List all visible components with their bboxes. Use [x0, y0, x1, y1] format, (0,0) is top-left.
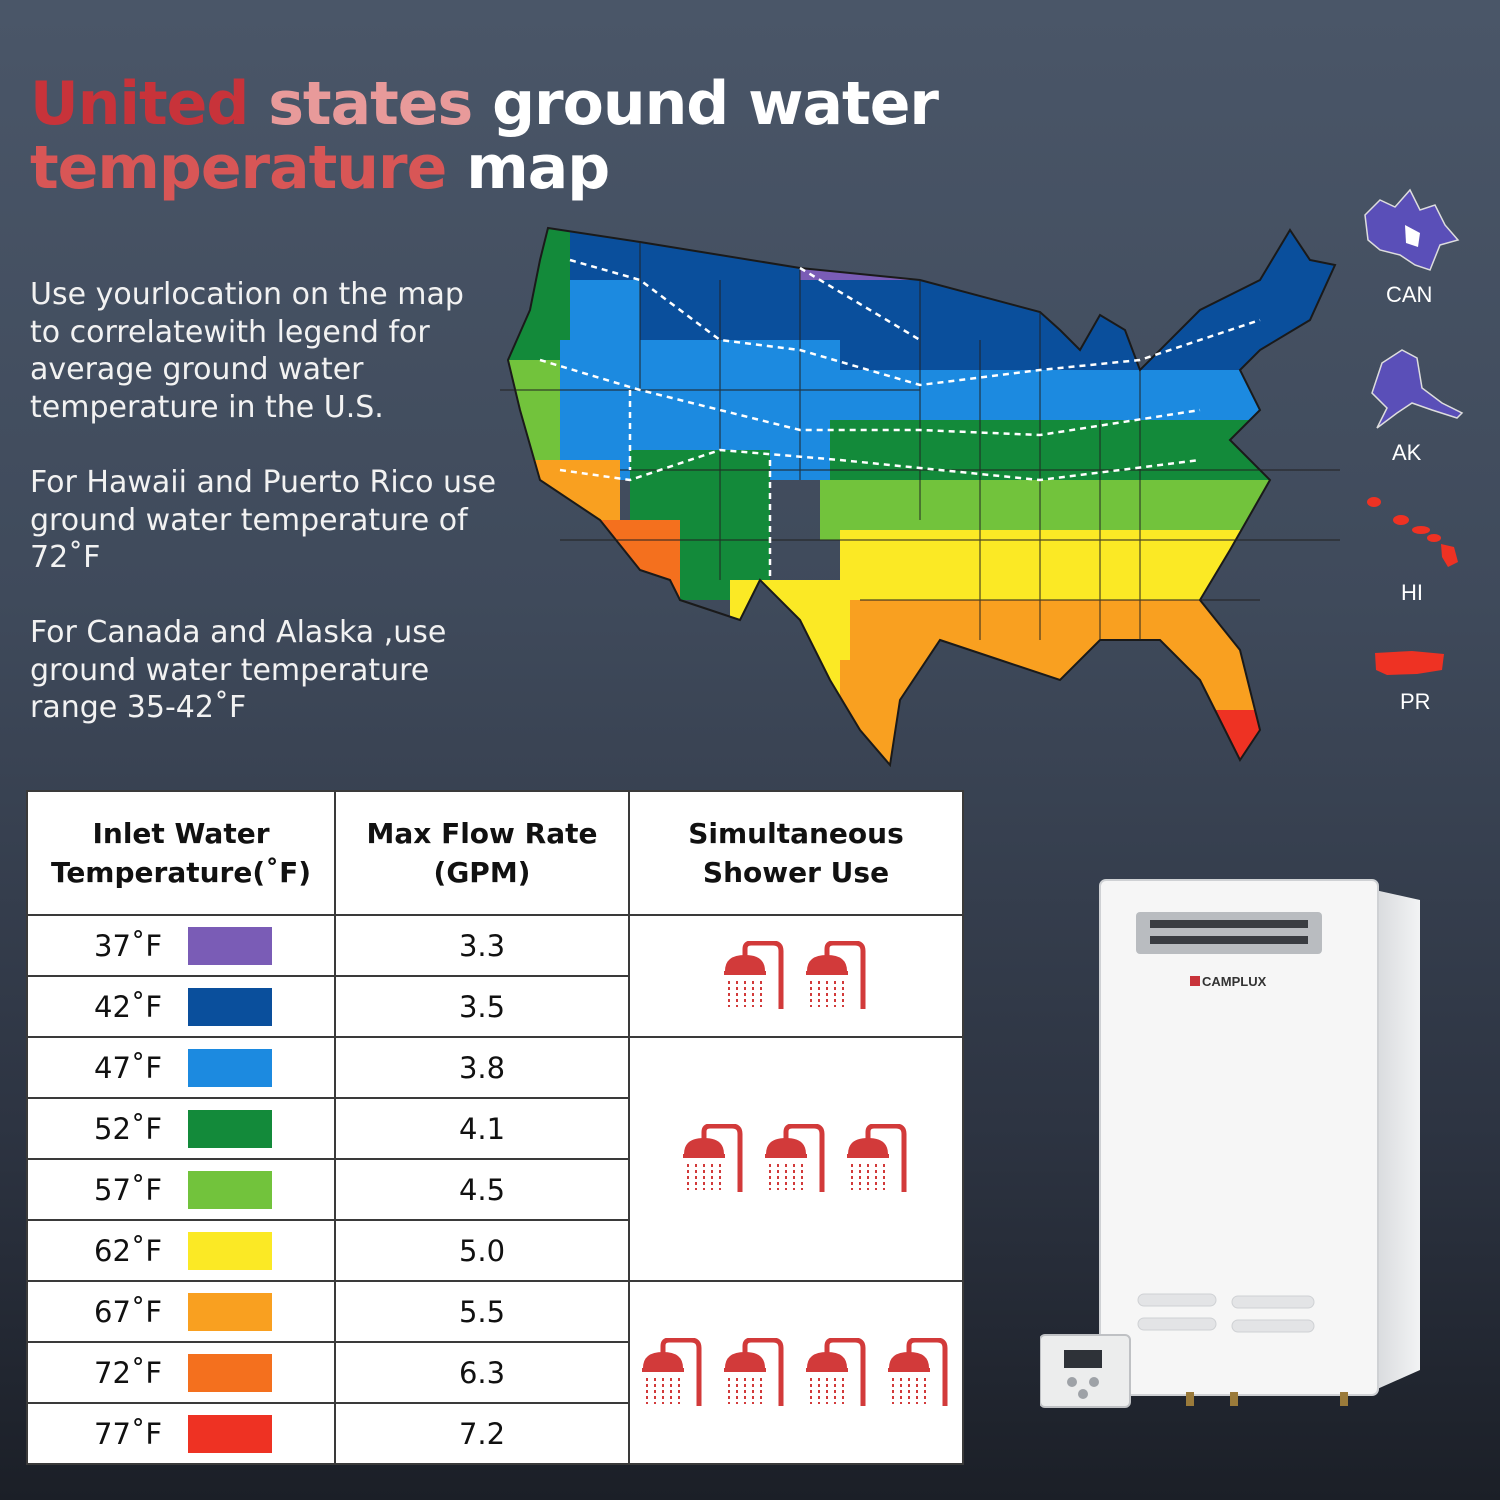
temp-color-swatch [188, 1353, 272, 1392]
shower-icon [765, 1124, 825, 1192]
shower-use-cell [628, 914, 964, 1038]
flow-rate-table: Inlet Water Temperature(˚F) Max Flow Rat… [26, 790, 964, 1465]
shower-icon [683, 1124, 743, 1192]
gpm-value: 5.0 [334, 1219, 630, 1282]
canada-map-icon [1364, 188, 1460, 271]
temp-color-swatch [188, 1231, 272, 1270]
temp-cell: 77˚F [26, 1402, 336, 1465]
table-header-row: Inlet Water Temperature(˚F) Max Flow Rat… [26, 790, 964, 916]
temp-color-swatch [188, 926, 272, 965]
title-part-4: temperature [30, 133, 447, 203]
temp-cell: 47˚F [26, 1036, 336, 1099]
header-shower-use: Simultaneous Shower Use [628, 790, 964, 916]
temp-value: 42˚F [94, 989, 163, 1024]
title-part-3: ground water [492, 69, 939, 139]
shower-icon-group [630, 941, 962, 1011]
temp-value: 62˚F [94, 1233, 163, 1268]
gpm-value: 4.5 [334, 1158, 630, 1221]
puerto-rico-map-icon [1375, 651, 1444, 675]
temp-value: 72˚F [94, 1355, 163, 1390]
temp-value: 77˚F [94, 1416, 163, 1451]
header-inlet-temp: Inlet Water Temperature(˚F) [26, 790, 336, 916]
temp-value: 47˚F [94, 1050, 163, 1085]
shower-icon-group [630, 1124, 962, 1194]
shower-icon [847, 1124, 907, 1192]
temp-cell: 52˚F [26, 1097, 336, 1160]
hawaii-label: HI [1401, 580, 1423, 605]
shower-icon [806, 1337, 866, 1406]
hawaii-pr-note: For Hawaii and Puerto Rico use ground wa… [30, 465, 497, 575]
shower-use-cell [628, 1280, 964, 1465]
table-row: 67˚F 5.5 [26, 1280, 964, 1465]
gpm-value: 7.2 [334, 1402, 630, 1465]
water-heater-image: CAMPLUX [1040, 879, 1420, 1408]
puerto-rico-label: PR [1400, 689, 1431, 714]
table-row: 72˚F 6.3 [26, 1341, 963, 1404]
title-part-2: states [268, 69, 473, 139]
shower-icon-group [630, 1337, 962, 1408]
us-temperature-map [500, 226, 1340, 768]
shower-icon [724, 941, 784, 1009]
temp-color-swatch [188, 1414, 272, 1453]
table-row: 77˚F 7.2 [26, 1402, 963, 1465]
gpm-value: 5.5 [334, 1280, 630, 1343]
shower-icon [642, 1337, 702, 1406]
gpm-value: 3.3 [334, 914, 630, 977]
temp-color-swatch [188, 987, 272, 1026]
shower-icon [806, 941, 866, 1009]
alaska-map-icon [1371, 349, 1464, 429]
gpm-value: 3.8 [334, 1036, 630, 1099]
temp-color-swatch [188, 1048, 272, 1087]
table-row: 52˚F 4.1 [26, 1097, 963, 1160]
controller-icon [1040, 1334, 1131, 1408]
temp-color-swatch [188, 1170, 272, 1209]
page-title: United states ground water temperature m… [30, 69, 939, 203]
canada-label: CAN [1386, 282, 1433, 307]
temp-color-swatch [188, 1109, 272, 1148]
temp-cell: 67˚F [26, 1280, 336, 1343]
temp-cell: 37˚F [26, 914, 336, 977]
gpm-value: 3.5 [334, 975, 630, 1038]
table-row: 62˚F 5.0 [26, 1219, 963, 1282]
shower-use-cell [628, 1036, 964, 1282]
shower-icon [888, 1337, 948, 1406]
table-row: 57˚F 4.5 [26, 1158, 963, 1221]
hawaii-map-icon [1367, 497, 1458, 567]
gpm-value: 6.3 [334, 1341, 630, 1404]
table-row: 47˚F 3.8 [26, 1036, 964, 1282]
temp-color-swatch [188, 1292, 272, 1331]
canada-alaska-note: For Canada and Alaska ,use ground water … [30, 615, 447, 725]
shower-icon [724, 1337, 784, 1406]
temp-value: 67˚F [94, 1294, 163, 1329]
brand-label: CAMPLUX [1202, 974, 1267, 989]
temp-value: 37˚F [94, 928, 163, 963]
title-part-5: map [466, 133, 610, 203]
instruction-paragraph: Use yourlocation on the map to correlate… [30, 277, 464, 425]
table-row: 37˚F 3.3 [26, 914, 964, 1038]
temp-cell: 72˚F [26, 1341, 336, 1404]
temp-value: 52˚F [94, 1111, 163, 1146]
temp-cell: 42˚F [26, 975, 336, 1038]
temp-cell: 57˚F [26, 1158, 336, 1221]
temp-value: 57˚F [94, 1172, 163, 1207]
alaska-label: AK [1392, 440, 1422, 465]
temp-cell: 62˚F [26, 1219, 336, 1282]
header-max-flow: Max Flow Rate (GPM) [334, 790, 630, 916]
gpm-value: 4.1 [334, 1097, 630, 1160]
title-part-1: United [30, 69, 249, 139]
table-row: 42˚F 3.5 [26, 975, 963, 1038]
